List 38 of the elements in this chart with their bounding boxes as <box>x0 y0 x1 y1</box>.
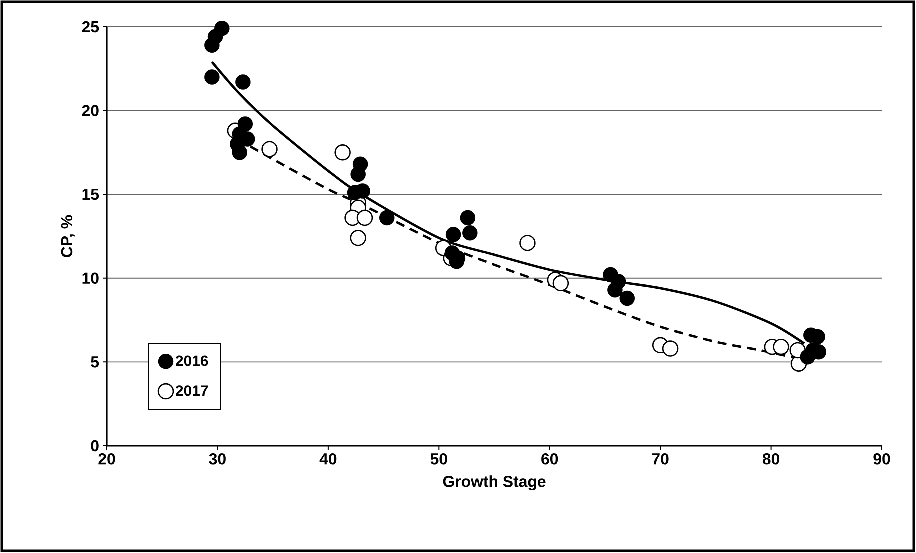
point <box>460 210 476 226</box>
point <box>232 145 248 160</box>
point <box>204 70 220 85</box>
legend-label: 2016 <box>176 356 208 366</box>
point <box>334 144 351 161</box>
point <box>262 141 278 158</box>
point <box>462 226 478 241</box>
x-tick-label: 80 <box>762 453 780 465</box>
point <box>800 350 816 365</box>
y-tick-label: 5 <box>91 356 100 368</box>
point <box>662 340 679 357</box>
point <box>608 282 623 298</box>
point <box>350 230 366 246</box>
legend-label: 2017 <box>176 386 208 396</box>
x-tick-label: 50 <box>430 453 448 465</box>
x-tick-label: 90 <box>874 453 890 465</box>
point <box>552 275 570 292</box>
point <box>204 38 220 54</box>
point <box>620 290 635 306</box>
y-tick-label: 15 <box>82 189 100 200</box>
point <box>236 74 251 90</box>
point <box>773 338 790 356</box>
point <box>520 235 536 252</box>
point <box>446 227 462 242</box>
x-tick-label: 70 <box>652 453 669 465</box>
y-tick-label: 0 <box>91 440 99 452</box>
point <box>379 210 395 226</box>
y-tick-label: 10 <box>82 272 99 284</box>
y-tick-label: 25 <box>82 21 100 33</box>
x-tick-label: 60 <box>542 453 558 465</box>
x-tick-label: 30 <box>209 453 226 465</box>
y-tick-label: 20 <box>82 105 99 116</box>
x-tick-label: 40 <box>320 453 337 465</box>
y-axis-title: CP, % <box>61 215 75 258</box>
x-tick-label: 20 <box>98 453 116 465</box>
x-axis-title: Growth Stage <box>443 476 546 491</box>
point <box>356 210 374 226</box>
point <box>350 166 366 182</box>
